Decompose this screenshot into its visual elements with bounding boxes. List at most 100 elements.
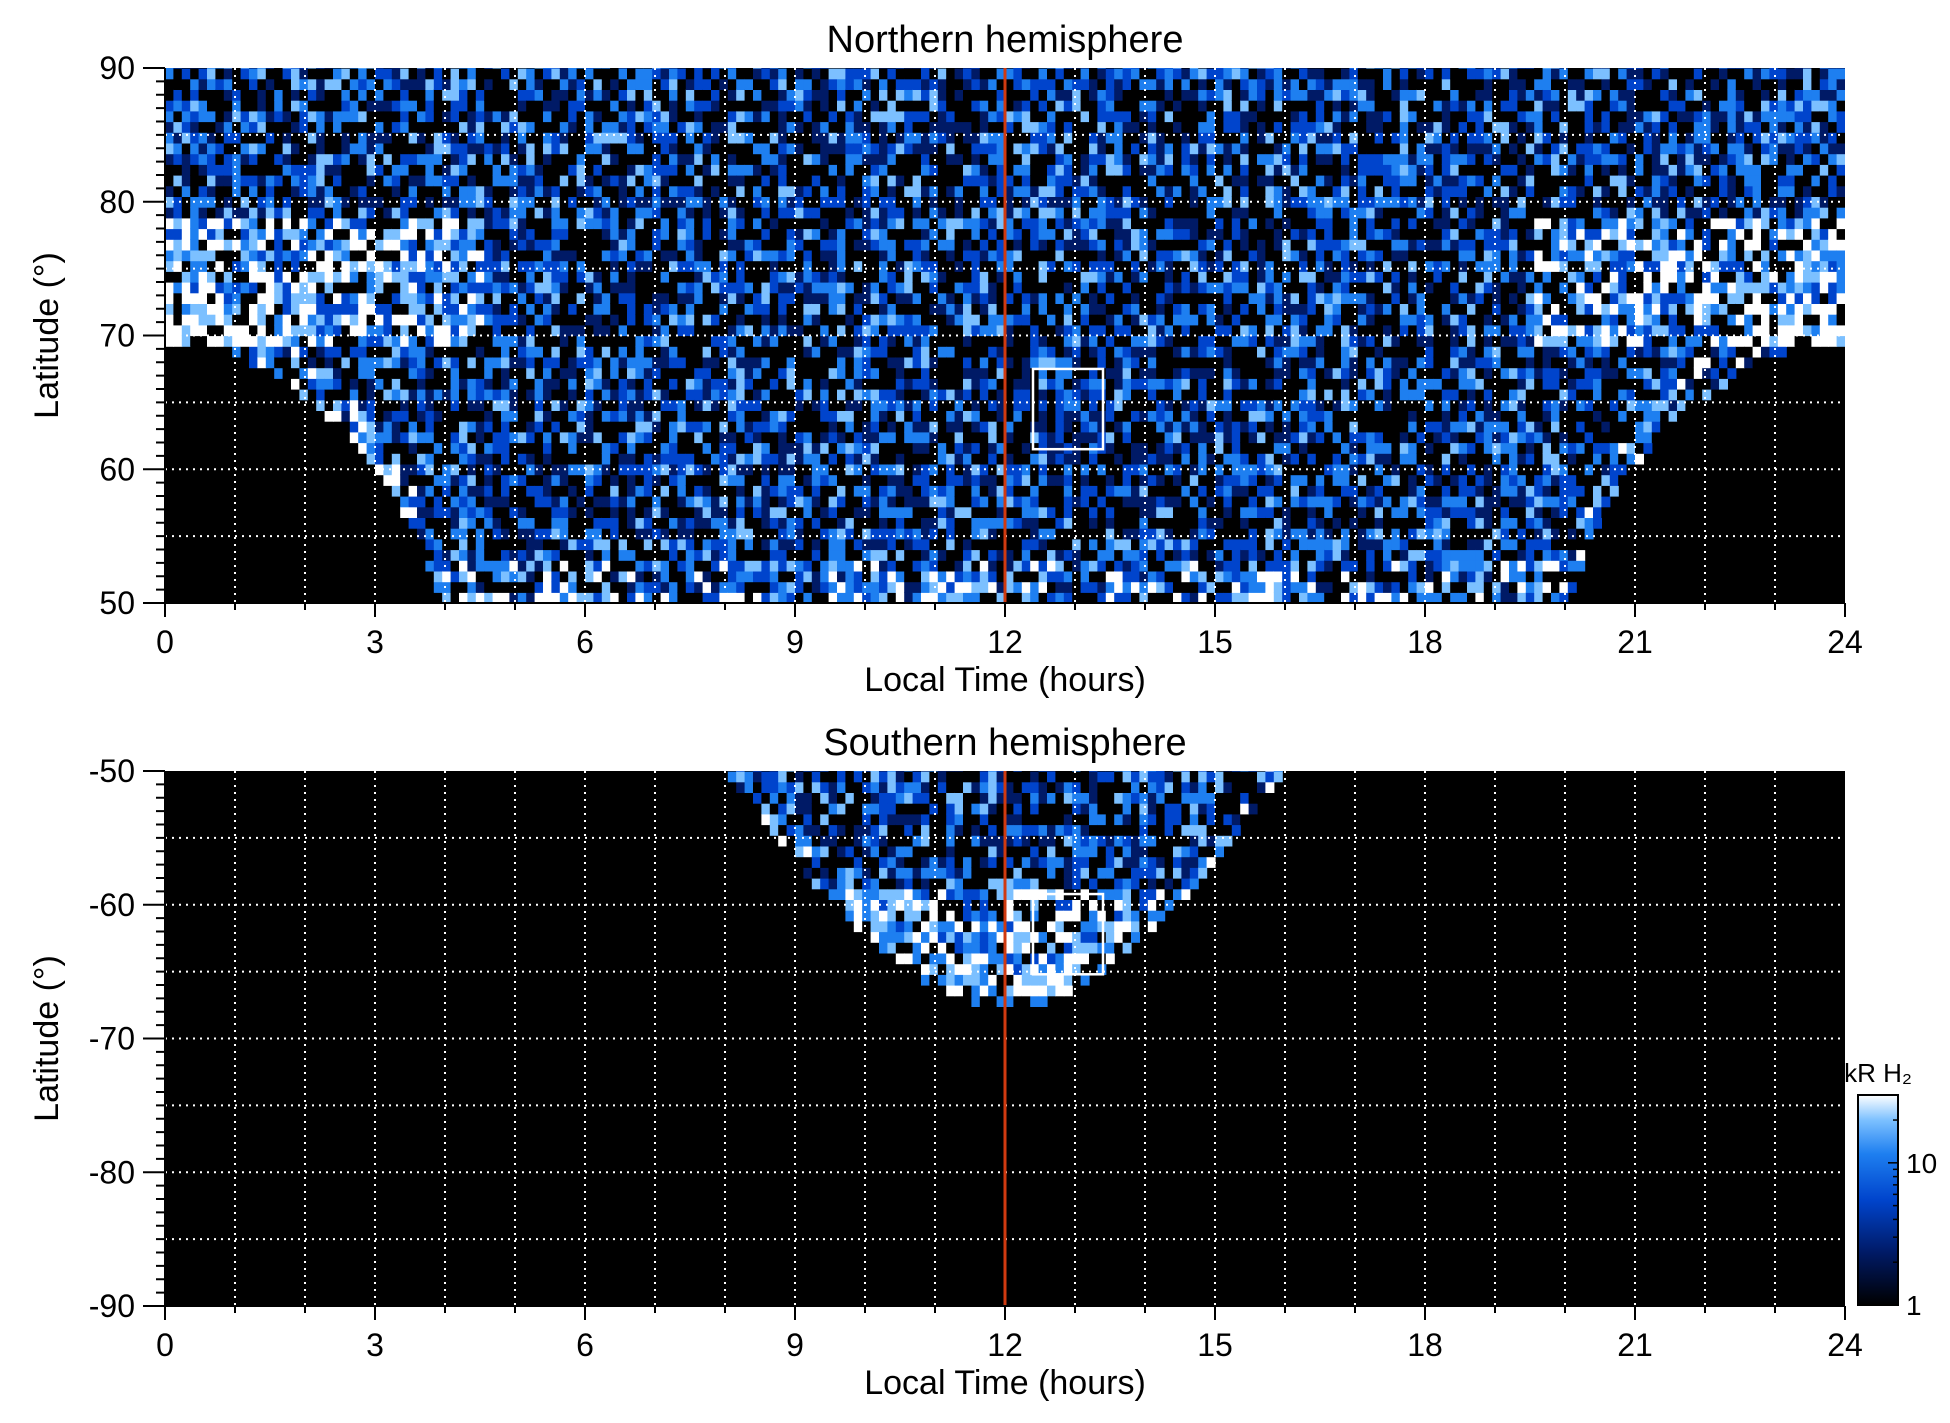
heatmap-cell — [711, 282, 720, 294]
heatmap-cell — [585, 538, 594, 551]
heatmap-cell — [845, 68, 855, 80]
heatmap-cell — [694, 282, 704, 294]
heatmap-cell — [677, 142, 687, 155]
heatmap-cell — [870, 389, 880, 401]
heatmap-cell — [517, 592, 527, 603]
heatmap-cell — [702, 68, 712, 80]
heatmap-cell — [257, 196, 267, 208]
heatmap-cell — [778, 175, 788, 187]
heatmap-cell — [576, 517, 586, 529]
heatmap-cell — [391, 68, 401, 69]
heatmap-cell — [786, 164, 796, 176]
heatmap-cell — [1030, 89, 1040, 101]
heatmap-cell — [988, 217, 998, 230]
heatmap-cell — [1005, 110, 1014, 123]
heatmap-cell — [711, 121, 720, 133]
heatmap-cell — [316, 100, 326, 112]
heatmap-cell — [660, 356, 670, 369]
heatmap-cell — [837, 249, 846, 262]
heatmap-cell — [753, 463, 762, 476]
heatmap-cell — [459, 389, 468, 401]
heatmap-cell — [282, 217, 292, 230]
heatmap-cell — [1038, 239, 1048, 251]
heatmap-cell — [207, 121, 216, 133]
heatmap-cell — [349, 335, 359, 347]
heatmap-cell — [870, 282, 880, 294]
heatmap-cell — [568, 260, 578, 272]
heatmap-cell — [870, 68, 880, 80]
heatmap-cell — [324, 68, 334, 69]
heatmap-cell — [492, 121, 502, 133]
heatmap-cell — [585, 570, 594, 583]
heatmap-cell — [492, 378, 502, 390]
heatmap-cell — [694, 367, 704, 379]
heatmap-cell — [400, 496, 410, 508]
heatmap-cell — [769, 346, 779, 358]
heatmap-cell — [895, 442, 905, 454]
heatmap-cell — [610, 367, 620, 379]
heatmap-cell — [165, 175, 174, 187]
heatmap-cell — [534, 485, 544, 497]
heatmap-cell — [811, 474, 821, 486]
heatmap-cell — [593, 431, 603, 444]
heatmap-cell — [450, 292, 460, 304]
heatmap-cell — [1047, 324, 1056, 337]
heatmap-cell — [694, 346, 704, 358]
heatmap-cell — [173, 207, 183, 219]
heatmap-cell — [484, 68, 494, 80]
heatmap-cell — [635, 367, 645, 379]
heatmap-cell — [383, 463, 393, 476]
heatmap-cell — [937, 485, 947, 497]
heatmap-cell — [576, 335, 586, 347]
heatmap-cell — [601, 260, 611, 272]
heatmap-cell — [568, 292, 578, 304]
heatmap-cell — [870, 164, 880, 176]
heatmap-cell — [954, 421, 964, 433]
heatmap-cell — [870, 185, 880, 197]
heatmap-cell — [618, 271, 628, 283]
heatmap-cell — [627, 474, 636, 486]
heatmap-cell — [652, 89, 662, 101]
heatmap-cell — [543, 153, 552, 165]
heatmap-cell — [744, 431, 754, 444]
heatmap-cell — [1021, 121, 1031, 133]
heatmap-cell — [828, 68, 838, 69]
heatmap-cell — [820, 164, 830, 176]
heatmap-cell — [904, 217, 914, 230]
heatmap-cell — [786, 378, 796, 390]
heatmap-cell — [887, 121, 897, 133]
heatmap-cell — [1055, 410, 1065, 422]
heatmap-cell — [694, 431, 704, 444]
heatmap-cell — [526, 292, 536, 304]
heatmap-cell — [417, 410, 426, 422]
heatmap-cell — [929, 68, 939, 69]
heatmap-cell — [509, 506, 519, 518]
heatmap-cell — [375, 453, 384, 465]
heatmap-cell — [467, 431, 477, 444]
heatmap-cell — [694, 164, 704, 176]
heatmap-cell — [274, 100, 284, 112]
heatmap-cell — [618, 239, 628, 251]
heatmap-cell — [677, 506, 687, 518]
heatmap-cell — [316, 239, 326, 251]
heatmap-cell — [408, 271, 418, 283]
heatmap-cell — [736, 68, 746, 80]
heatmap-cell — [727, 239, 737, 251]
heatmap-cell — [1021, 175, 1031, 187]
heatmap-cell — [509, 474, 519, 486]
heatmap-cell — [702, 207, 712, 219]
heatmap-cell — [400, 121, 410, 133]
heatmap-cell — [837, 207, 846, 219]
heatmap-cell — [400, 68, 410, 80]
heatmap-cell — [736, 271, 746, 283]
heatmap-cell — [249, 260, 258, 272]
heatmap-cell — [198, 228, 208, 240]
heatmap-cell — [862, 89, 872, 101]
heatmap-cell — [618, 303, 628, 315]
heatmap-cell — [1072, 570, 1082, 583]
heatmap-cell — [627, 292, 636, 304]
heatmap-cell — [912, 560, 922, 572]
heatmap-cell — [736, 185, 746, 197]
heatmap-cell — [811, 378, 821, 390]
heatmap-cell — [492, 335, 502, 347]
